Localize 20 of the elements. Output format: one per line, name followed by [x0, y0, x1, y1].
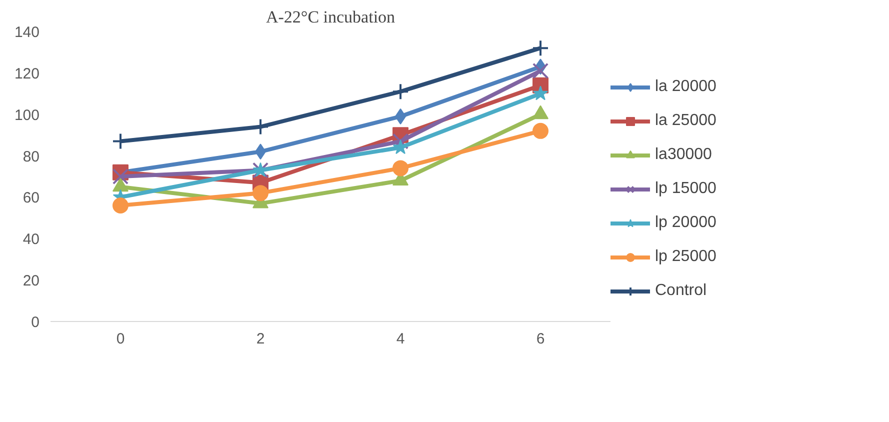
legend-label: Control: [655, 282, 707, 300]
chart-title: A-22°C incubation: [266, 8, 396, 26]
x-tick-label: 2: [256, 330, 265, 348]
y-tick-label: 0: [31, 314, 40, 331]
legend-label: lp 25000: [655, 248, 716, 266]
x-tick-label: 0: [116, 330, 125, 348]
legend-label: lp 15000: [655, 180, 716, 198]
y-tick-label: 60: [22, 190, 40, 207]
y-tick-label: 20: [22, 272, 40, 290]
legend-label: la 25000: [655, 112, 716, 130]
y-tick-label: 80: [22, 148, 40, 166]
y-tick-label: 120: [14, 65, 40, 82]
y-tick-label: 100: [14, 106, 40, 124]
x-tick-label: 4: [396, 330, 405, 348]
y-tick-label: 40: [22, 231, 40, 248]
legend-label: lp 20000: [655, 214, 716, 232]
x-tick-label: 6: [536, 330, 545, 348]
legend-label: la 20000: [655, 78, 716, 96]
y-tick-label: 140: [14, 24, 40, 41]
legend-label: la30000: [655, 146, 712, 164]
